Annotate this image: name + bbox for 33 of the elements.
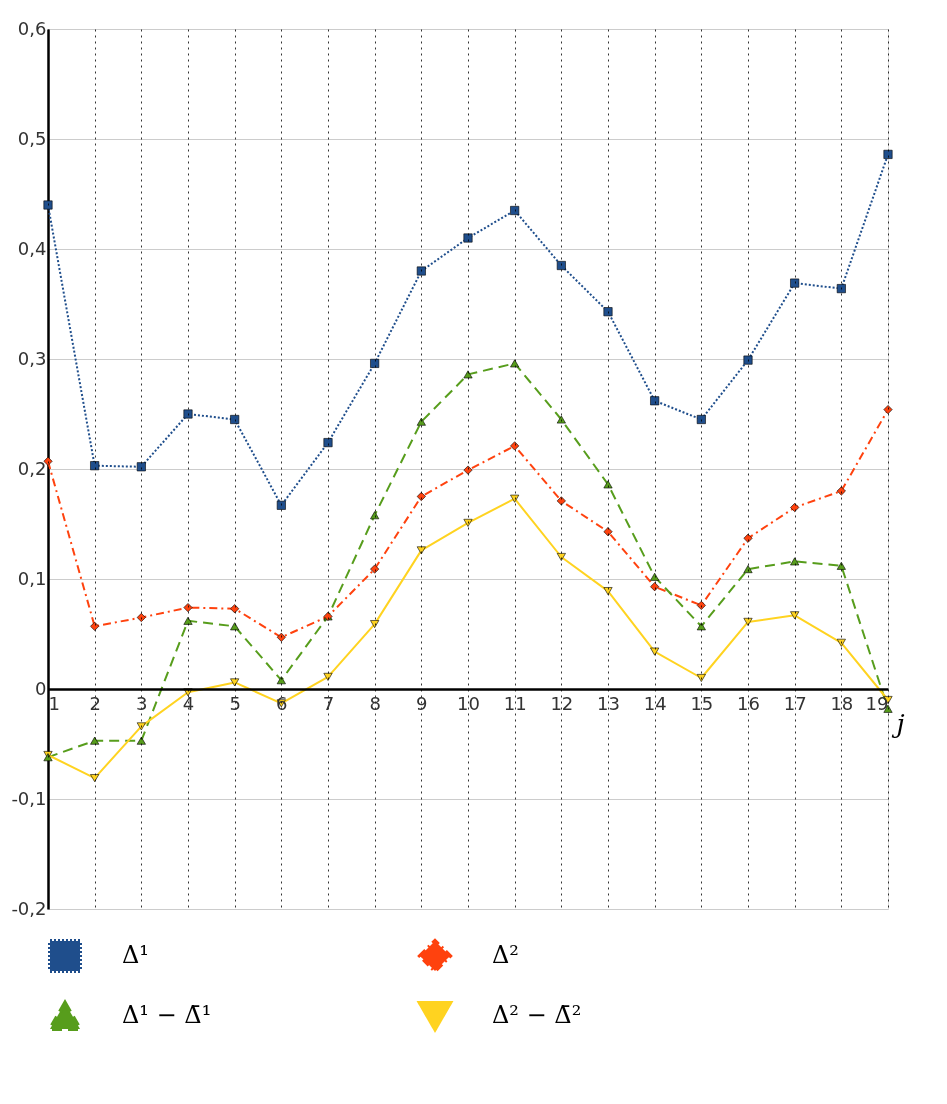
x-tick-label: 14: [643, 692, 667, 714]
x-tick-label: 19: [865, 692, 889, 714]
x-tick-label: 12: [550, 692, 574, 714]
x-axis-title: j: [891, 708, 905, 739]
x-tick-label: 16: [737, 692, 760, 714]
legend-label: Δ²: [492, 941, 519, 969]
y-tick-label: -0,2: [11, 897, 47, 919]
y-tick-label: 0: [35, 677, 47, 699]
x-tick-label: 7: [322, 692, 335, 714]
x-tick-label: 1: [48, 692, 60, 714]
x-tick-label: 18: [830, 692, 854, 714]
y-tick-label: 0,1: [17, 567, 47, 589]
y-tick-label: -0,1: [11, 787, 47, 809]
legend-label: Δ² − Δ̄²: [492, 1001, 582, 1029]
x-tick-label: 4: [182, 692, 195, 714]
x-tick-label: 3: [136, 692, 148, 714]
x-tick-label: 5: [229, 692, 241, 714]
x-tick-label: 13: [597, 692, 620, 714]
y-tick-label: 0,3: [17, 347, 47, 369]
x-tick-label: 2: [89, 692, 101, 714]
legend-label: Δ¹ − Δ̄¹: [122, 1001, 212, 1029]
x-tick-label: 6: [276, 692, 288, 714]
y-tick-label: 0,2: [17, 457, 47, 479]
y-tick-label: 0,6: [17, 17, 47, 39]
x-tick-label: 17: [783, 692, 807, 714]
y-tick-label: 0,5: [17, 127, 47, 149]
x-tick-label: 11: [503, 692, 527, 714]
x-tick-label: 15: [690, 692, 714, 714]
x-tick-label: 8: [369, 692, 381, 714]
x-tick-label: 10: [457, 692, 480, 714]
legend-label: Δ¹: [122, 941, 149, 969]
x-tick-label: 9: [416, 692, 428, 714]
y-tick-label: 0,4: [17, 237, 47, 259]
